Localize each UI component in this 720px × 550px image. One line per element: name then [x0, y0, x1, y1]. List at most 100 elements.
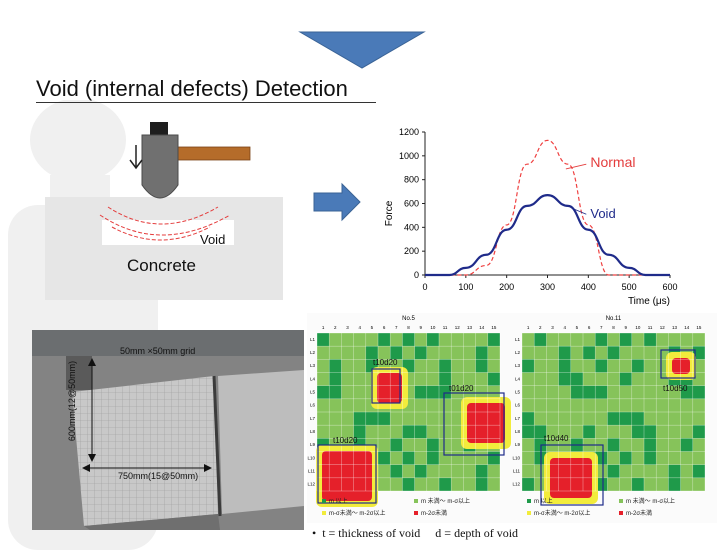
map-cell [692, 385, 705, 399]
y-tick-label: 0 [414, 270, 419, 280]
y-tick-label: 800 [404, 175, 419, 185]
map-cell [353, 425, 366, 439]
map-cell [390, 438, 403, 452]
map-col-label: 1 [527, 325, 530, 330]
map-col-label: 3 [346, 325, 349, 330]
map-col-label: 10 [430, 325, 436, 330]
map-cell [668, 464, 681, 478]
y-tick-label: 1000 [399, 151, 419, 161]
map-cell [595, 333, 608, 347]
legend-item-label: m-σ未満～ m-2σ以上 [534, 509, 590, 517]
title-underline [36, 102, 376, 103]
map-col-label: 6 [588, 325, 591, 330]
map-cell [534, 438, 547, 452]
contour-map-2: No.111 2 3 4 5 6 7 8 9 10 11 12 13 14 15L1L2L3L4L5L6L7… [512, 316, 706, 517]
void-annotation: t10d20 [333, 436, 358, 445]
void-annotation: t10d20 [373, 358, 398, 367]
map-cell [475, 464, 488, 478]
map-cell [414, 464, 427, 478]
map-cell [439, 385, 452, 399]
map-cell [570, 385, 583, 399]
map-cell [672, 358, 690, 374]
map-cell [439, 477, 452, 491]
map-cell [644, 425, 657, 439]
map-row-label: L8 [310, 429, 316, 434]
map-col-label: 7 [600, 325, 603, 330]
map-row-label: L6 [310, 403, 316, 408]
legend-item-label: m-σ未満～ m-2σ以上 [329, 509, 385, 517]
map-cell [402, 451, 415, 465]
map-cell [558, 346, 571, 360]
map-cell [631, 412, 644, 426]
bullet-icon: • [312, 526, 323, 540]
stress-wave-1 [107, 206, 219, 225]
stress-wave-3 [111, 226, 211, 241]
map-cell [402, 333, 415, 347]
y-tick-label: 600 [404, 199, 419, 209]
concrete-block [45, 197, 283, 300]
void-annotation: t10d40 [544, 434, 569, 443]
map-cell [414, 346, 427, 360]
map-col-label: 11 [443, 325, 448, 330]
x-axis-label: Time (μs) [628, 296, 670, 307]
map-col-label: 13 [467, 325, 473, 330]
legend-normal-label: Normal [590, 154, 635, 170]
x-tick-label: 300 [540, 282, 555, 292]
map-cell [322, 451, 372, 501]
map-cell [426, 385, 439, 399]
map-col-label: 14 [684, 325, 690, 330]
map-cell [619, 451, 632, 465]
map-cell [583, 425, 596, 439]
map-cell [668, 477, 681, 491]
height-dimension-label: 600mm(12@50mm) [67, 360, 78, 442]
map-col-label: 8 [612, 325, 615, 330]
map-row-label: L11 [513, 469, 521, 474]
map-cell [550, 458, 592, 498]
map-row-label: L6 [515, 403, 521, 408]
contour-maps: No.51 2 3 4 5 6 7 8 9 10 11 12 13 14 15L1L2L3L4L5L6L7L… [307, 313, 717, 523]
legend-swatch [527, 511, 531, 515]
map-cell [595, 359, 608, 373]
map-col-label: 8 [407, 325, 410, 330]
map-cell [378, 451, 391, 465]
map-row-label: L12 [512, 482, 520, 487]
map-cell [692, 425, 705, 439]
hammer-handle [174, 146, 251, 161]
map-cell [595, 477, 608, 491]
map-col-label: 15 [491, 325, 497, 330]
x-tick-label: 600 [662, 282, 677, 292]
map-row-label: L10 [307, 455, 315, 460]
map-cell [439, 372, 452, 386]
map-cell [631, 425, 644, 439]
map-cell [631, 477, 644, 491]
map-col-label: 2 [334, 325, 337, 330]
map-cell [487, 333, 500, 347]
map-col-label: 12 [660, 325, 666, 330]
map-col-label: 5 [371, 325, 374, 330]
specimen-photo [32, 330, 304, 530]
impact-arrow [129, 145, 143, 170]
map-cell [583, 346, 596, 360]
map-cell [619, 333, 632, 347]
map-row-label: L4 [310, 376, 316, 381]
map-cell [644, 333, 657, 347]
slide-title: Void (internal defects) Detection [36, 76, 348, 101]
map-col-label: 9 [624, 325, 627, 330]
map-cell [390, 464, 403, 478]
void-highlight-box [443, 392, 505, 456]
map-cell [522, 359, 535, 373]
map-col-label: 4 [563, 325, 566, 330]
map-col-label: 1 [322, 325, 325, 330]
map-cell [414, 425, 427, 439]
void-definition-note: • t = thickness of void d = depth of voi… [312, 524, 518, 541]
map-col-label: 3 [551, 325, 554, 330]
legend-swatch [322, 511, 326, 515]
map-row-label: L9 [515, 442, 521, 447]
map-cell [377, 373, 402, 403]
right-arrow-icon [313, 182, 361, 222]
contour-map-1: No.51 2 3 4 5 6 7 8 9 10 11 12 13 14 15L1L2L3L4L5L6L7L… [307, 316, 511, 517]
y-tick-label: 200 [404, 246, 419, 256]
force-time-chart: 0 100 200 300 400 500 600 0 200 400 600 800 1000 1200… [384, 127, 678, 307]
legend-item-label: m 以上 [329, 497, 348, 505]
map-cell [570, 372, 583, 386]
